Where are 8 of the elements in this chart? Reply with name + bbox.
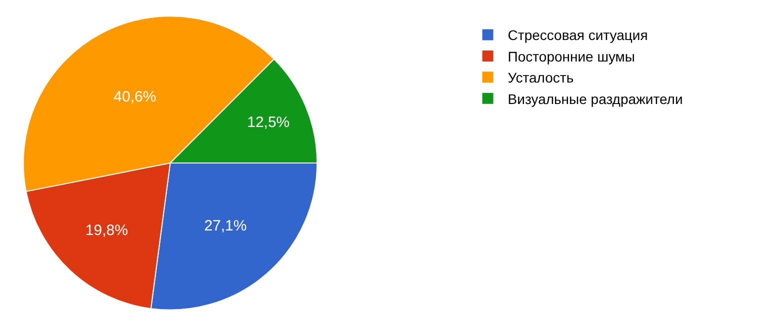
legend-label: Усталость xyxy=(508,70,574,86)
data-label: 40,6% xyxy=(114,88,156,106)
data-label: 27,1% xyxy=(204,218,247,235)
legend-label: Посторонние шумы xyxy=(508,48,635,64)
legend-label: Визуальные раздражители xyxy=(508,90,683,107)
data-label: 19,8% xyxy=(85,222,128,240)
legend-label: Стрессовая ситуация xyxy=(508,27,648,44)
data-label: 12,5% xyxy=(247,114,290,131)
